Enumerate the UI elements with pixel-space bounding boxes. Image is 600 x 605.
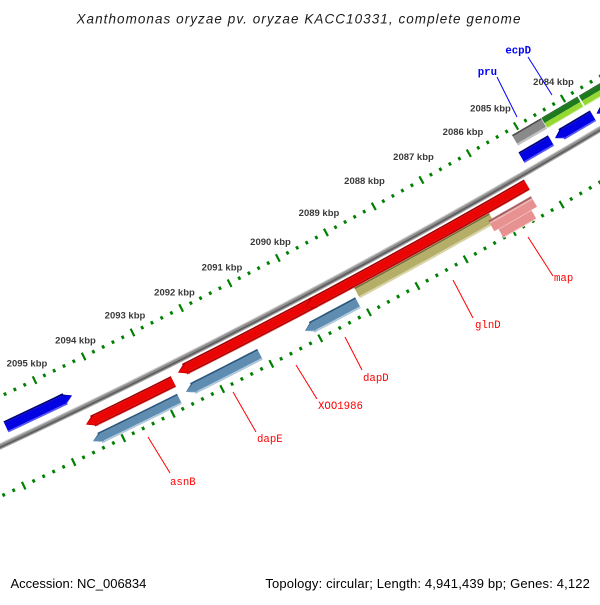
svg-text:glnD: glnD	[475, 320, 501, 332]
svg-text:map: map	[554, 273, 573, 285]
svg-text:Accession: NC_006834: Accession: NC_006834	[11, 576, 147, 591]
svg-text:2088 kbp: 2088 kbp	[344, 176, 385, 187]
svg-text:2091 kbp: 2091 kbp	[202, 262, 243, 273]
svg-text:2092 kbp: 2092 kbp	[154, 287, 195, 298]
svg-text:XOO1986: XOO1986	[318, 401, 363, 413]
svg-text:2090 kbp: 2090 kbp	[250, 237, 291, 248]
svg-text:ecpD: ecpD	[505, 46, 531, 58]
svg-text:Topology: circular; Length: 4,: Topology: circular; Length: 4,941,439 bp…	[265, 576, 590, 591]
svg-text:2093 kbp: 2093 kbp	[105, 310, 146, 321]
svg-text:2087 kbp: 2087 kbp	[393, 152, 434, 163]
svg-text:Xanthomonas oryzae pv. oryzae: Xanthomonas oryzae pv. oryzae KACC10331,…	[75, 12, 521, 27]
svg-text:2086 kbp: 2086 kbp	[443, 127, 484, 138]
svg-text:2084 kbp: 2084 kbp	[533, 77, 574, 88]
svg-text:2094 kbp: 2094 kbp	[55, 335, 96, 346]
svg-text:2085 kbp: 2085 kbp	[470, 103, 511, 114]
svg-text:asnB: asnB	[170, 477, 196, 489]
svg-text:2095 kbp: 2095 kbp	[7, 358, 48, 369]
svg-text:pru: pru	[478, 67, 497, 79]
svg-text:dapE: dapE	[257, 434, 283, 446]
svg-text:2089 kbp: 2089 kbp	[299, 208, 340, 219]
svg-text:dapD: dapD	[363, 373, 389, 385]
